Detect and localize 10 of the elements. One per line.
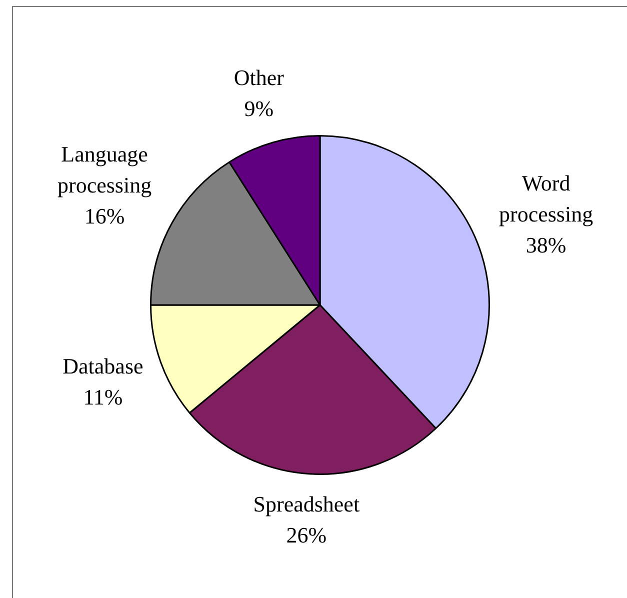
- slice-label: Spreadsheet: [253, 491, 360, 516]
- data-label: 9%: [244, 96, 274, 121]
- slice-label: Language processing: [57, 141, 152, 198]
- slice-label: Word processing: [498, 170, 594, 226]
- data-label: 11%: [83, 384, 123, 410]
- data-label: 16%: [84, 203, 125, 228]
- data-label: 26%: [286, 522, 327, 548]
- slice-label: Database: [62, 353, 144, 378]
- slice-label: Other: [234, 64, 285, 90]
- data-label: 38%: [526, 232, 566, 258]
